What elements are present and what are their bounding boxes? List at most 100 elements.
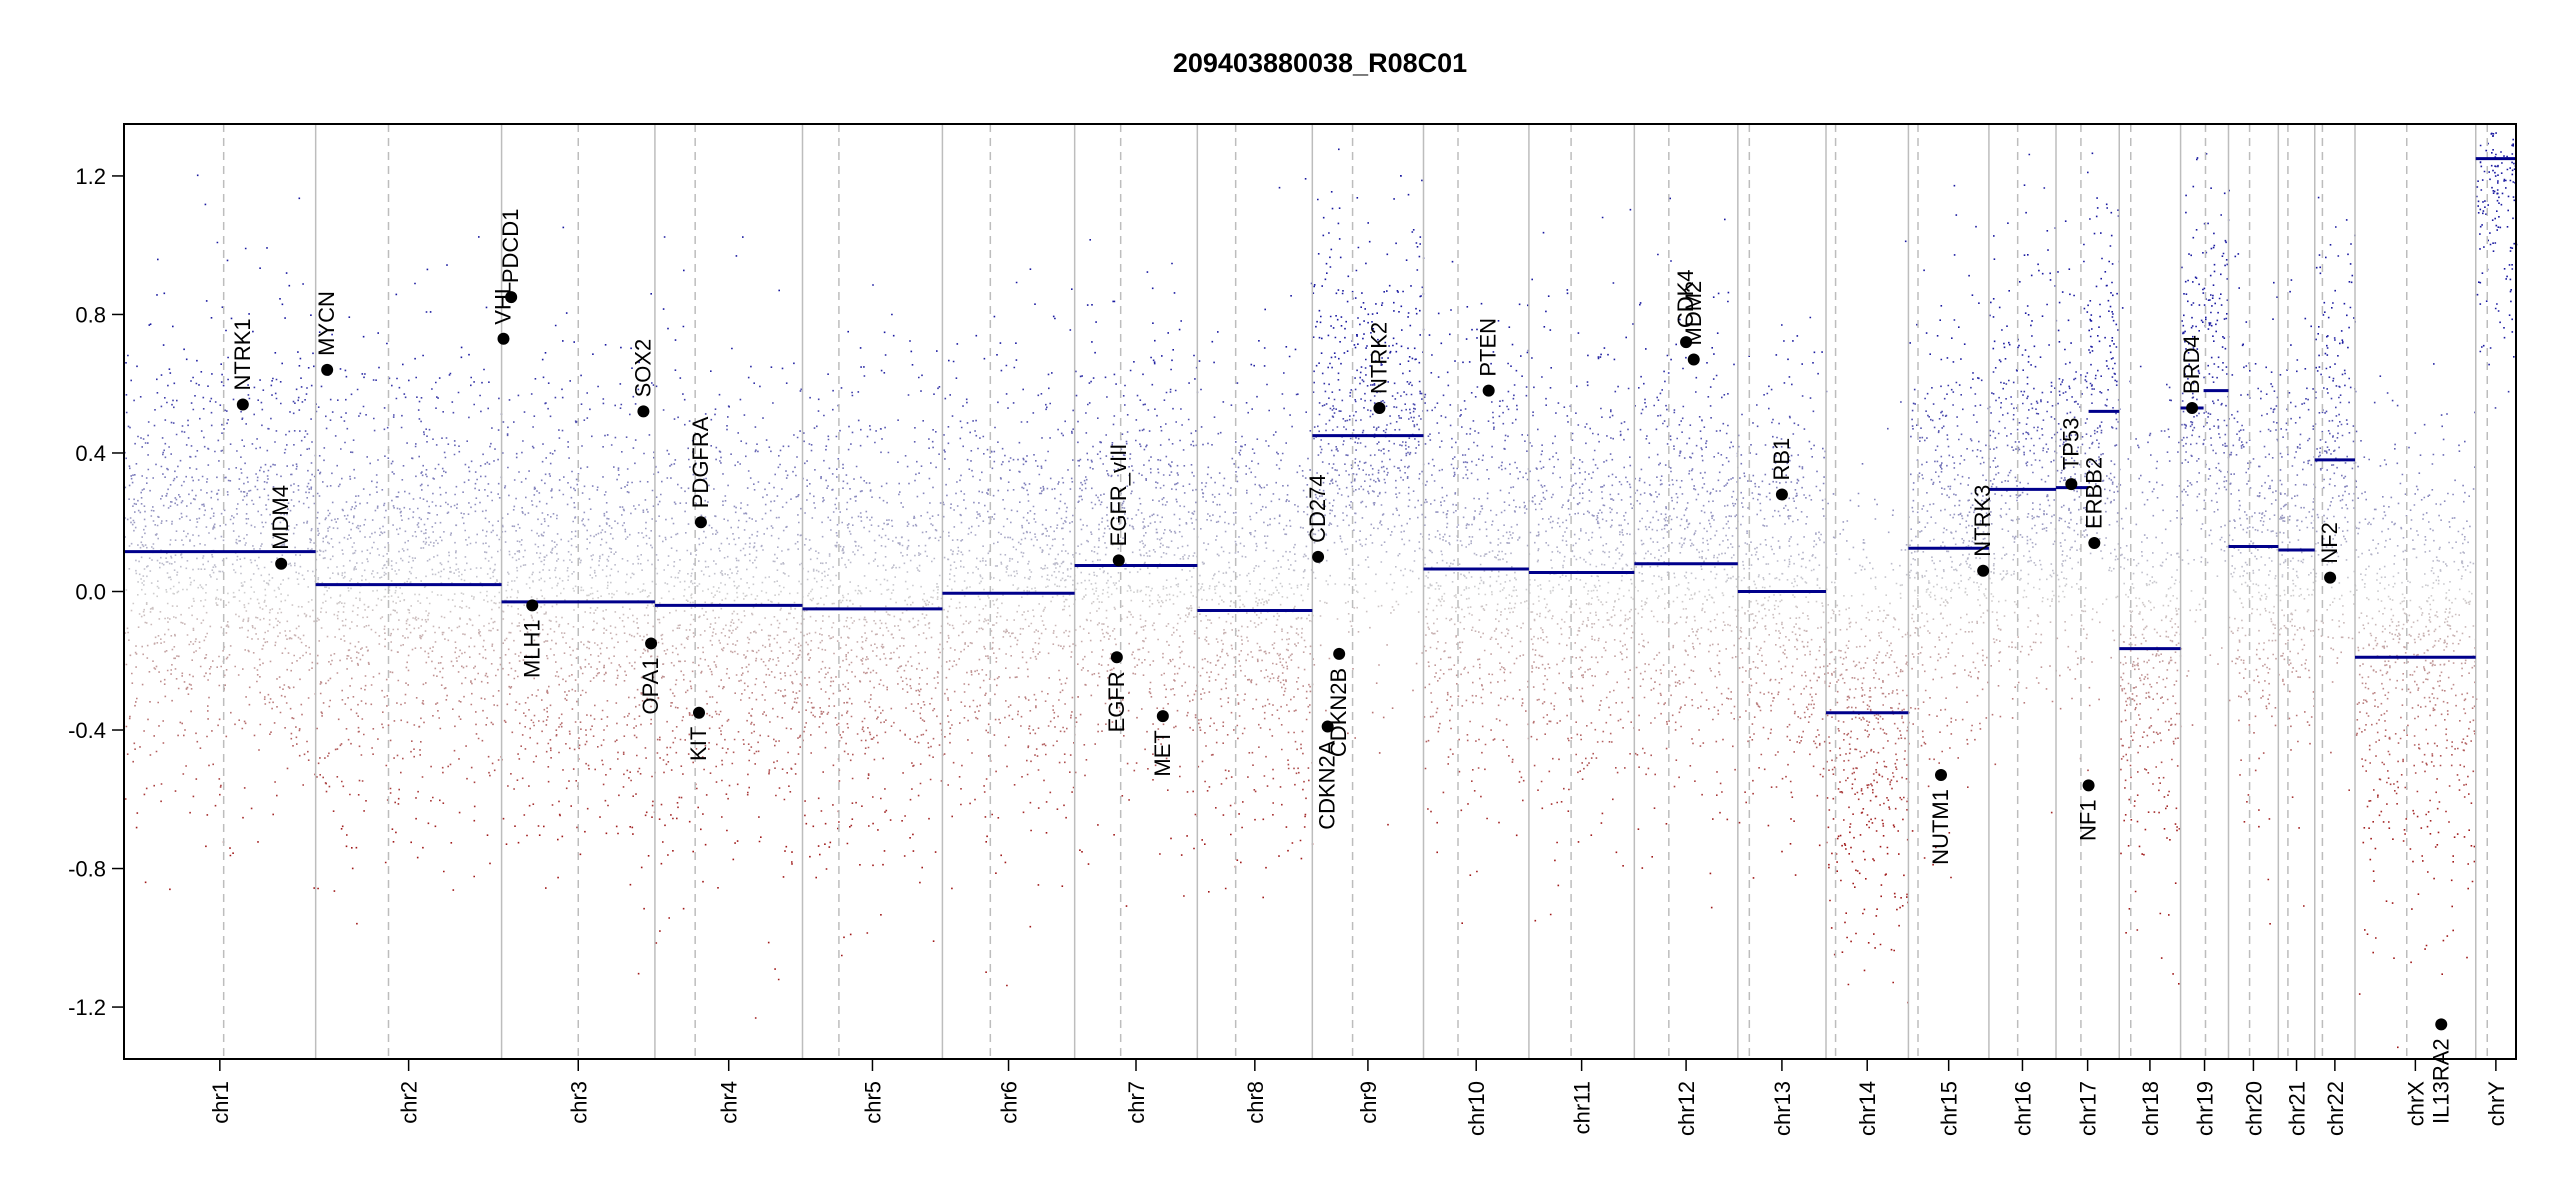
gene-label-cdk4: CDK4 — [1673, 269, 1698, 328]
probe-point-group — [584, 830, 586, 833]
probe-point-group — [125, 662, 2446, 666]
chromosome-label-chrX: chrX — [2403, 1081, 2428, 1127]
probe-point-group — [210, 397, 2333, 401]
gene-label-mlh1: MLH1 — [519, 619, 544, 678]
y-tick-label: -0.8 — [68, 857, 106, 882]
probe-point-group — [163, 678, 2404, 682]
gene-point-pten — [1482, 384, 1495, 397]
chromosome-label-chr11: chr11 — [1570, 1081, 1595, 1134]
chart-title: 209403880038_R08C01 — [1173, 48, 1467, 78]
gene-label-sox2: SOX2 — [630, 339, 655, 398]
probe-point-group — [134, 510, 2428, 514]
chromosome-label-chr13: chr13 — [1770, 1081, 1795, 1136]
gene-label-cd274: CD274 — [1305, 474, 1330, 542]
probe-point-group — [154, 668, 2375, 671]
chromosome-label-chr19: chr19 — [2193, 1081, 2218, 1136]
probe-point-group — [167, 576, 2386, 580]
chromosome-label-chr2: chr2 — [397, 1081, 422, 1124]
probe-point-group — [143, 729, 2405, 732]
probe-point-group — [190, 710, 2388, 713]
probe-point-group — [146, 656, 2433, 659]
chromosome-label-chr18: chr18 — [2138, 1081, 2163, 1136]
x-axis: chr1 chr2 chr3 chr4 chr5 chr6 chr7 chr8 chr9 chr1… — [208, 1059, 2509, 1136]
probe-point-group — [129, 715, 2419, 718]
gene-point-ntrk2 — [1373, 401, 1386, 414]
chromosome-label-chr1: chr1 — [208, 1081, 233, 1124]
gene-point-ntrk1 — [236, 398, 249, 411]
probe-point-group — [163, 640, 2446, 643]
y-tick-label: 0.8 — [75, 302, 106, 327]
gene-point-cdkn2a — [1321, 720, 1334, 733]
probe-point-group — [153, 641, 2454, 645]
gene-point-opa1 — [645, 637, 658, 650]
gene-point-nutm1 — [1935, 769, 1947, 782]
probe-point-group — [193, 600, 2471, 603]
gene-label-ntrk2: NTRK2 — [1366, 322, 1391, 394]
probe-point-group — [156, 594, 2433, 598]
gene-label-opa1: OPA1 — [638, 657, 663, 714]
y-tick-label: 1.2 — [75, 164, 106, 189]
gene-label-pdgfra: PDGFRA — [688, 416, 713, 508]
probe-point-group — [1515, 578, 1517, 581]
chromosome-label-chr17: chr17 — [2076, 1081, 2101, 1136]
probe-points — [124, 132, 2518, 1049]
gene-point-ntrk3 — [1977, 564, 1990, 577]
chromosome-label-chr3: chr3 — [566, 1081, 591, 1124]
gene-point-cdkn2b — [1333, 647, 1346, 660]
probe-point-group — [152, 660, 2477, 663]
gene-point-met — [1156, 710, 1169, 723]
gene-label-tp53: TP53 — [2058, 418, 2083, 471]
chromosome-separators — [222, 124, 2488, 1059]
probe-point-group — [2438, 801, 2441, 803]
probe-point-group — [171, 604, 2344, 608]
y-tick-label: -1.2 — [68, 995, 106, 1020]
gene-label-ntrk1: NTRK1 — [230, 318, 255, 390]
probe-point-group — [132, 518, 2442, 522]
gene-label-cdkn2b: CDKN2B — [1326, 668, 1351, 757]
gene-point-sox2 — [637, 405, 650, 418]
gene-label-mdm2: MDM2 — [1681, 281, 1706, 346]
gene-point-cdk4 — [1680, 336, 1693, 349]
chromosome-label-chr6: chr6 — [997, 1081, 1022, 1124]
gene-point-kit — [693, 706, 705, 719]
gene-label-nutm1: NUTM1 — [1928, 789, 1953, 865]
gene-point-pdcd1 — [505, 291, 518, 304]
gene-label-pten: PTEN — [1476, 318, 1501, 377]
probe-point-group — [140, 491, 2466, 494]
probe-point-group — [185, 688, 2419, 691]
chromosome-label-chr20: chr20 — [2241, 1081, 2266, 1136]
gene-point-egfr_viii — [1112, 554, 1125, 567]
y-tick-label: 0.4 — [75, 441, 106, 466]
gene-label-pdcd1: PDCD1 — [498, 209, 523, 284]
probe-point-group — [137, 498, 2423, 502]
probe-point-group — [189, 582, 2445, 586]
gene-label-erbb2: ERBB2 — [2081, 457, 2106, 529]
probe-point-group — [150, 514, 2408, 518]
gene-point-il13ra2 — [2435, 1018, 2448, 1031]
gene-label-met: MET — [1150, 730, 1175, 776]
probe-point-group — [160, 782, 2468, 786]
probe-point-group — [165, 590, 2448, 594]
probe-point-group — [155, 750, 2390, 754]
probe-point-group — [188, 673, 2414, 677]
probe-point-group — [178, 493, 2454, 497]
y-axis: -1.2 -0.8 -0.4 0.0 0.4 0.8 1.2 — [68, 164, 124, 1020]
chromosome-label-chr12: chr12 — [1674, 1081, 1699, 1136]
gene-label-vhl: VHL — [491, 282, 516, 325]
gene-label-il13ra2: IL13RA2 — [2428, 1038, 2453, 1124]
probe-point-group — [164, 633, 2430, 636]
gene-label-rb1: RB1 — [1769, 438, 1794, 481]
probe-point-group — [175, 677, 2429, 681]
probe-point-group — [146, 545, 2441, 549]
probe-point-group — [1005, 700, 1007, 702]
gene-label-mdm4: MDM4 — [268, 485, 293, 550]
gene-point-mycn — [321, 363, 334, 376]
gene-point-egfr — [1110, 651, 1123, 664]
gene-label-ntrk3: NTRK3 — [1970, 485, 1995, 557]
probe-point-group — [142, 574, 2463, 578]
gene-point-nf2 — [2324, 571, 2337, 584]
chromosome-label-chr16: chr16 — [2010, 1081, 2035, 1136]
